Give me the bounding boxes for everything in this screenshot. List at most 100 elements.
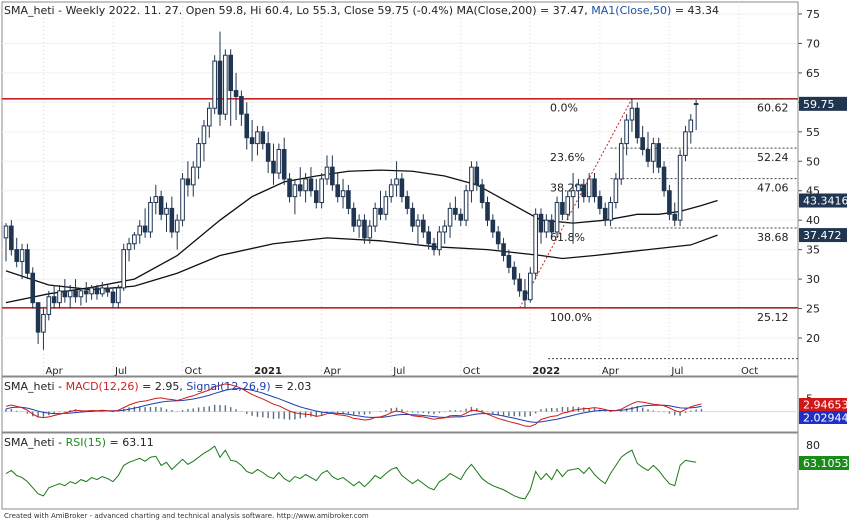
time-label: Jul (392, 366, 405, 377)
candle-down (506, 255, 512, 268)
time-label: Jul (114, 366, 127, 377)
candle-up (41, 313, 46, 333)
candle-up (153, 196, 159, 204)
fib-level-value: 60.62 (757, 102, 789, 115)
candle-down (314, 190, 319, 204)
signal-value-tag: 2.02944 (799, 411, 849, 425)
candle-up (19, 249, 25, 262)
candle-down (549, 219, 555, 233)
candle-down (501, 243, 506, 257)
time-label: Jul (670, 366, 683, 377)
rsi-pane: 80 SMA_heti - RSI(15) = 63.11 63.1053 (1, 432, 849, 510)
price-tick-label: 50 (806, 155, 820, 168)
candle-up (174, 219, 180, 233)
candle-down (110, 291, 116, 304)
price-tag-box (799, 96, 847, 111)
candle-down (308, 178, 314, 192)
candle-up (137, 225, 143, 236)
candle-up (463, 190, 469, 221)
candle-down (378, 207, 383, 215)
candle-down (495, 231, 501, 245)
candle-down (239, 95, 244, 115)
candle-down (233, 90, 239, 97)
macd-label: SMA_heti - MACD(12,26) = 2.95, Signal(12… (4, 380, 311, 393)
candle-up (528, 272, 533, 301)
candle-up (586, 178, 592, 198)
signal-label-name: Signal(12,26,9) (186, 380, 270, 393)
candle-down (560, 202, 565, 215)
candle-up (100, 287, 105, 295)
candle-up (57, 290, 62, 304)
candle-down (330, 166, 335, 186)
macd-tag-box (799, 398, 847, 411)
candle-down (351, 207, 357, 227)
candle-down (426, 231, 431, 245)
candle-down (635, 107, 640, 139)
rsi-label: SMA_heti - RSI(15) = 63.11 (4, 436, 154, 449)
candle-up (212, 60, 217, 109)
candle-up (148, 202, 153, 233)
candle-down (73, 290, 78, 298)
candle-up (394, 178, 399, 186)
macd-pane: 5 SMA_heti - MACD(12,26) = 2.95, Signal(… (1, 376, 849, 433)
candle-down (249, 137, 255, 145)
candle-down (83, 290, 89, 295)
candle-up (207, 107, 212, 127)
rsi-line (5, 445, 697, 500)
trend-line (519, 98, 633, 309)
price-tick-label: 40 (806, 214, 820, 227)
chart-title-main: SMA_heti - Weekly 2022. 11. 27. Open 59.… (4, 4, 588, 17)
candle-down (667, 190, 672, 215)
candle-down (142, 225, 148, 233)
price-tick-label: 75 (806, 8, 820, 21)
candle-down (105, 287, 110, 293)
candle-up (78, 290, 84, 298)
candle-down (94, 287, 100, 295)
candle-up (356, 219, 362, 227)
candle-down (511, 266, 517, 280)
candle-up (89, 287, 94, 295)
macd-pane-frame (1, 376, 799, 433)
signal-tag-box (799, 411, 847, 424)
candle-down (9, 225, 14, 251)
fib-level-percent: 61.8% (550, 231, 585, 244)
rsi-path (5, 445, 697, 500)
candle-up (683, 131, 688, 156)
candle-up (190, 166, 196, 186)
candle-up (292, 184, 298, 198)
candle-down (672, 213, 678, 221)
candle-up (544, 219, 549, 233)
rsi-value-tag: 63.1053 (799, 456, 849, 470)
price-tick-label: 70 (806, 37, 820, 50)
candle-down (474, 166, 480, 186)
candle-down (51, 296, 57, 304)
candle-up (324, 166, 330, 180)
horizontal-lines (2, 98, 798, 309)
candle-down (640, 137, 645, 150)
ma200-line (5, 234, 718, 291)
candle-up (618, 143, 624, 180)
candle-down (661, 166, 667, 192)
candle-down (581, 184, 587, 198)
candle-down (14, 249, 19, 262)
candle-up (223, 54, 228, 115)
ma50-path (5, 169, 718, 304)
time-label: Apr (324, 366, 342, 377)
price-tags: 59.75 43.3416 37.472 (799, 96, 849, 243)
price-tag-text: 37.472 (803, 229, 842, 242)
candle-down (517, 278, 522, 292)
chart-title: SMA_heti - Weekly 2022. 11. 27. Open 59.… (4, 4, 719, 17)
candle-down (62, 290, 68, 298)
candle-up (383, 196, 389, 215)
candle-down (404, 196, 410, 209)
rsi-label-name: RSI(15) (66, 436, 106, 449)
candle-up (276, 148, 282, 174)
dotted-trend-line (519, 98, 633, 309)
candle-up (121, 249, 127, 289)
macd-label-prefix: SMA_heti - (4, 380, 66, 393)
candle-up (180, 178, 185, 221)
candle-down (597, 196, 603, 209)
candle-down (656, 143, 662, 168)
candle-down (185, 178, 191, 186)
